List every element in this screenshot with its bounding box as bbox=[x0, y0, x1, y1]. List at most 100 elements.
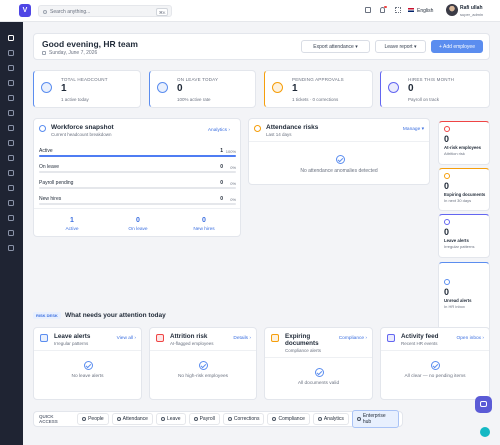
quick-access-item[interactable]: Analytics bbox=[312, 413, 349, 425]
side-icon bbox=[444, 173, 450, 179]
nav-icon[interactable] bbox=[8, 245, 14, 251]
chat-button[interactable] bbox=[475, 396, 492, 413]
search-icon bbox=[43, 9, 47, 14]
item-icon bbox=[160, 417, 165, 421]
empty-state-icon bbox=[199, 361, 208, 370]
stat-label: TOTAL HEADCOUNT bbox=[61, 77, 108, 82]
export-attendance-button[interactable]: Export attendance ▾ bbox=[301, 40, 370, 53]
item-icon bbox=[82, 417, 87, 421]
side-label: Expiring documents bbox=[444, 192, 486, 197]
progress-track bbox=[39, 187, 236, 189]
add-employee-button[interactable]: + Add employee bbox=[431, 40, 483, 53]
avatar[interactable] bbox=[446, 4, 458, 16]
nav-icon[interactable] bbox=[8, 125, 14, 131]
nav-icon[interactable] bbox=[8, 155, 14, 161]
side-note: Attrition risk bbox=[444, 151, 465, 156]
button-label: Add employee bbox=[443, 44, 475, 50]
nav-icon[interactable] bbox=[8, 110, 14, 116]
item-icon bbox=[193, 417, 198, 421]
rocket-icon[interactable] bbox=[365, 7, 371, 13]
risk-card-body: No high-risk employees bbox=[150, 351, 256, 399]
greeting: Good evening, HR team bbox=[42, 39, 138, 49]
notification-dot bbox=[384, 5, 387, 8]
card-subtitle: Last 14 days bbox=[266, 132, 292, 137]
stat-card: TOTAL HEADCOUNT 1 1 active today bbox=[33, 70, 141, 108]
risk-link[interactable]: Details › bbox=[233, 336, 251, 341]
risk-link[interactable]: Compliance › bbox=[338, 336, 367, 341]
risk-link[interactable]: Open inbox › bbox=[456, 336, 484, 341]
stat-note: Payroll on track bbox=[408, 97, 440, 102]
quick-access-item[interactable]: Leave bbox=[155, 413, 186, 425]
nav-icon[interactable] bbox=[8, 170, 14, 176]
row-label: Payroll pending bbox=[39, 180, 74, 186]
item-icon bbox=[356, 417, 361, 421]
date: Sunday, June 7, 2026 bbox=[49, 50, 98, 56]
item-label: Enterprise hub bbox=[362, 413, 386, 425]
sidebar bbox=[0, 22, 23, 445]
side-value: 0 bbox=[444, 287, 450, 297]
progress-track bbox=[39, 171, 236, 173]
risk-card-body: All documents valid bbox=[265, 358, 372, 399]
row-percent: 100% bbox=[225, 148, 236, 154]
section-title: What needs your attention today bbox=[65, 312, 166, 319]
manage-link[interactable]: Manage ▾ bbox=[402, 127, 424, 132]
stat-card: HIRES THIS MONTH 0 Payroll on track bbox=[380, 70, 490, 108]
link-label: View all bbox=[116, 336, 134, 341]
search-box[interactable]: Search anything... ⌘K bbox=[38, 5, 172, 17]
quick-access-item[interactable]: Compliance bbox=[267, 413, 310, 425]
user-name: Rafi ullah bbox=[460, 5, 483, 11]
nav-icon[interactable] bbox=[8, 140, 14, 146]
nav-icon[interactable] bbox=[8, 80, 14, 86]
top-bar: V Search anything... ⌘K English Rafi ull… bbox=[0, 0, 500, 22]
risk-title: Leave alerts bbox=[54, 333, 91, 340]
side-label: Unread alerts bbox=[444, 298, 472, 303]
risk-link[interactable]: View all › bbox=[116, 336, 136, 341]
nav-icon[interactable] bbox=[8, 65, 14, 71]
nav-icon[interactable] bbox=[8, 95, 14, 101]
side-card: 0 Leave alerts Irregular patterns bbox=[438, 214, 490, 258]
apps-icon[interactable] bbox=[395, 7, 401, 13]
stat-card: PENDING APPROVALS 1 1 tickets · 0 correcti… bbox=[264, 70, 373, 108]
nav-icon[interactable] bbox=[8, 200, 14, 206]
button-label: Leave report bbox=[384, 44, 413, 50]
bell-icon[interactable] bbox=[380, 7, 385, 13]
flag-icon bbox=[408, 8, 414, 12]
side-card: 0 Expiring documents In next 30 days bbox=[438, 168, 490, 211]
nav-icon[interactable] bbox=[8, 185, 14, 191]
language-selector[interactable]: English bbox=[417, 7, 434, 14]
risk-icon bbox=[40, 334, 48, 342]
nav-icon[interactable] bbox=[8, 50, 14, 56]
side-icon bbox=[444, 126, 450, 132]
quick-access-item[interactable]: Payroll bbox=[188, 413, 220, 425]
attendance-risks-card: Attendance risks Last 14 days Manage ▾ N… bbox=[248, 118, 430, 185]
progress-track bbox=[39, 155, 236, 157]
quick-access-item[interactable]: Corrections bbox=[222, 413, 265, 425]
stat-value: 0 bbox=[177, 83, 183, 94]
empty-state-icon bbox=[431, 361, 440, 370]
item-label: Analytics bbox=[323, 416, 344, 422]
quick-access-item[interactable]: Attendance bbox=[111, 413, 153, 425]
side-label: Leave alerts bbox=[444, 238, 469, 243]
chat-icon bbox=[480, 401, 487, 407]
row-count: 1 bbox=[220, 148, 223, 154]
quick-access-item[interactable]: Enterprise hub bbox=[351, 410, 399, 428]
nav-icon[interactable] bbox=[8, 230, 14, 236]
row-label: Active bbox=[39, 148, 53, 154]
card-title: Workforce snapshot bbox=[51, 124, 114, 131]
card-subtitle: Current headcount breakdown bbox=[51, 132, 112, 137]
quick-access-item[interactable]: People bbox=[77, 413, 109, 425]
empty-state-text: No leave alerts bbox=[71, 374, 104, 379]
stat-label: ON LEAVE TODAY bbox=[177, 77, 219, 82]
stat-icon bbox=[41, 82, 52, 93]
risk-title: Attrition risk bbox=[170, 333, 208, 340]
side-card: 0 Unread alerts In HR inbox bbox=[438, 262, 490, 332]
logo[interactable]: V bbox=[19, 4, 31, 17]
stat-note: 1 tickets · 0 corrections bbox=[292, 97, 339, 102]
nav-icon[interactable] bbox=[8, 35, 14, 41]
nav-icon[interactable] bbox=[8, 215, 14, 221]
stat-value: 1 bbox=[292, 83, 298, 94]
help-button[interactable] bbox=[480, 427, 490, 437]
leave-report-button[interactable]: Leave report ▾ bbox=[375, 40, 426, 53]
analytics-link[interactable]: Analytics › bbox=[207, 128, 230, 133]
card-icon bbox=[39, 125, 46, 132]
